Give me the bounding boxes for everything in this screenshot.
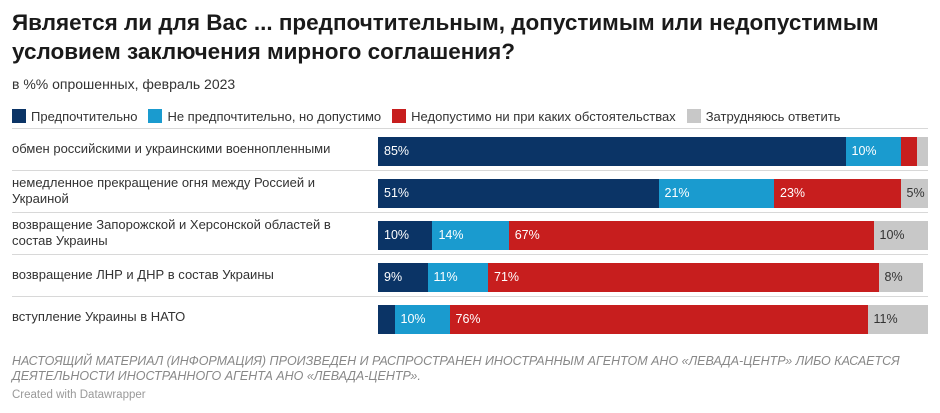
- legend-item-acceptable: Не предпочтительно, но допустимо: [148, 109, 381, 124]
- legend-item-undecided: Затрудняюсь ответить: [686, 108, 841, 124]
- chart-row: возвращение ЛНР и ДНР в состав Украины 9%…: [0, 254, 940, 296]
- data-label: 10%: [400, 312, 426, 326]
- bar-segment: 10%: [873, 221, 928, 250]
- chart-title: Является ли для Вас ... предпочтительным…: [12, 10, 879, 64]
- bar-segment: 71%: [488, 263, 879, 292]
- row-divider: [12, 296, 928, 297]
- bar-segment: 14%: [432, 221, 509, 250]
- bar-segment: 67%: [508, 221, 874, 250]
- bar-segment: 10%: [378, 221, 433, 250]
- bar-segment: 51%: [378, 179, 659, 208]
- chart-row: вступление Украины в НАТО 10% 76% 11%: [0, 296, 940, 338]
- category-label: немедленное прекращение огня между Росси…: [12, 175, 316, 206]
- data-label: 51%: [384, 186, 410, 200]
- legend-swatch: [12, 109, 26, 123]
- row-divider: [12, 254, 928, 255]
- chart-subtitle: в %% опрошенных, февраль 2023: [12, 76, 236, 92]
- legend-item-preferred: Предпочтительно: [12, 109, 137, 124]
- bar-segment: 5%: [900, 179, 928, 208]
- legend-swatch: [686, 109, 701, 123]
- data-label: 76%: [455, 312, 481, 326]
- legend-label: Затрудняюсь ответить: [705, 108, 841, 124]
- stacked-bar: 85% 10%: [378, 137, 928, 166]
- stacked-bar: 10% 76% 11%: [378, 305, 928, 334]
- data-label: 14%: [438, 228, 464, 242]
- bar-segment: [378, 305, 395, 334]
- chart-row: немедленное прекращение огня между Росси…: [0, 170, 940, 212]
- bar-segment: 21%: [658, 179, 774, 208]
- data-label: 71%: [494, 270, 520, 284]
- legend-label: Не предпочтительно, но допустимо: [167, 108, 382, 124]
- legend-swatch: [392, 109, 407, 123]
- bar-segment: 8%: [878, 263, 923, 292]
- category-label: обмен российскими и украинскими военнопл…: [12, 141, 331, 156]
- bar-segment: 10%: [394, 305, 450, 334]
- category-label: возвращение Запорожской и Херсонской обл…: [12, 217, 331, 248]
- bar-segment: [917, 137, 928, 166]
- data-label: 9%: [384, 270, 403, 284]
- datawrapper-credit: Created with Datawrapper: [12, 389, 146, 401]
- bar-segment: 85%: [378, 137, 846, 166]
- chart-row: возвращение Запорожской и Херсонской обл…: [0, 212, 940, 254]
- category-label: возвращение ЛНР и ДНР в состав Украины: [12, 267, 274, 282]
- stacked-bar: 51% 21% 23% 5%: [378, 179, 928, 208]
- chart-legend: Предпочтительно Не предпочтительно, но д…: [12, 107, 851, 125]
- data-label: 10%: [879, 228, 905, 242]
- data-label: 11%: [873, 312, 898, 326]
- bar-segment: 11%: [867, 305, 928, 334]
- legend-label: Недопустимо ни при каких обстоятельствах: [411, 108, 676, 124]
- stacked-bar: 9% 11% 71% 8%: [378, 263, 928, 292]
- data-label: 67%: [514, 228, 540, 242]
- legend-item-unacceptable: Недопустимо ни при каких обстоятельствах: [392, 109, 676, 124]
- bar-segment: 10%: [845, 137, 901, 166]
- data-label: 85%: [384, 144, 410, 158]
- data-label: 5%: [906, 186, 925, 200]
- data-label: 11%: [433, 270, 458, 284]
- bar-segment: 9%: [378, 263, 428, 292]
- bar-segment: [900, 137, 917, 166]
- data-label: 8%: [884, 270, 903, 284]
- data-label: 10%: [384, 228, 410, 242]
- legend-swatch: [148, 109, 163, 123]
- row-divider: [12, 128, 928, 129]
- row-divider: [12, 212, 928, 213]
- category-label: вступление Украины в НАТО: [12, 309, 186, 324]
- bar-segment: 23%: [774, 179, 901, 208]
- data-label: 21%: [664, 186, 690, 200]
- legend-label: Предпочтительно: [31, 108, 138, 124]
- chart-row: обмен российскими и украинскими военнопл…: [0, 128, 940, 170]
- foreign-agent-notice: НАСТОЯЩИЙ МАТЕРИАЛ (ИНФОРМАЦИЯ) ПРОИЗВЕД…: [12, 354, 900, 383]
- row-divider: [12, 170, 928, 171]
- bar-segment: 76%: [449, 305, 868, 334]
- data-label: 10%: [851, 144, 877, 158]
- stacked-bar: 10% 14% 67% 10%: [378, 221, 928, 250]
- data-label: 23%: [780, 186, 806, 200]
- bar-segment: 11%: [427, 263, 488, 292]
